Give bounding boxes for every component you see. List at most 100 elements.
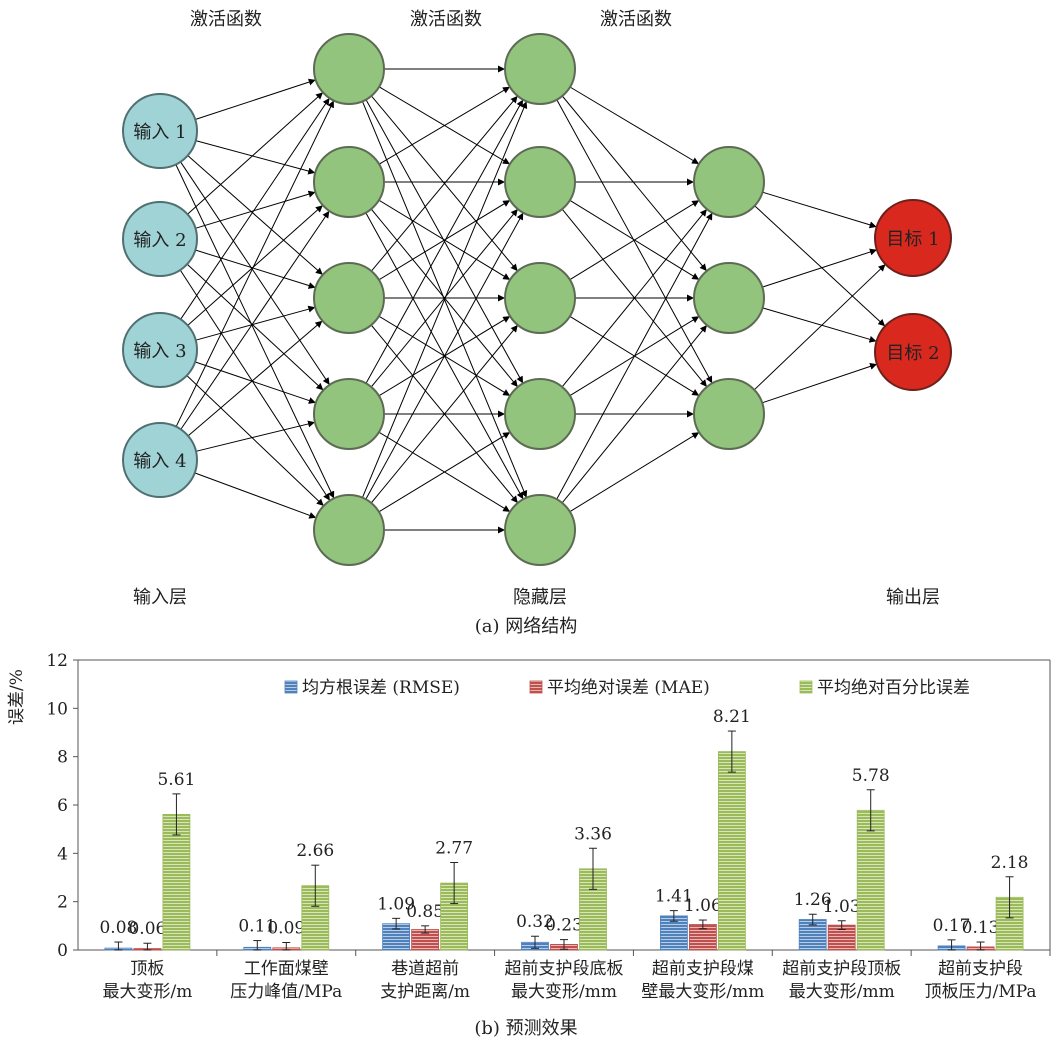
network-connections — [175, 65, 886, 534]
y-tick-label: 4 — [57, 844, 68, 864]
y-tick-label: 0 — [57, 941, 68, 961]
connection-arrow — [187, 204, 324, 326]
output-node-1-label: 目标 1 — [886, 229, 939, 250]
connection-arrow — [180, 97, 330, 320]
network-nodes: 输入 1 输入 2 输入 3 输入 4 — [122, 33, 952, 566]
x-tick-label: 巷道超前 — [391, 959, 459, 979]
connection-arrow — [195, 249, 316, 289]
connection-arrow — [754, 205, 886, 327]
data-label: 1.09 — [377, 894, 415, 914]
hidden-node — [313, 262, 385, 334]
x-tick-label: 支护距离/m — [380, 982, 470, 1002]
output-node-2-label: 目标 2 — [886, 343, 939, 364]
data-label: 1.26 — [794, 890, 832, 910]
y-tick-label: 8 — [57, 748, 68, 768]
connection-arrow — [195, 78, 316, 120]
connection-arrow — [762, 363, 878, 404]
input-node-2-label: 输入 2 — [133, 230, 186, 251]
connection-arrow — [556, 99, 713, 384]
hidden-node — [313, 378, 385, 450]
x-tick-label: 超前支护段顶板 — [782, 959, 901, 979]
hidden-node — [313, 146, 385, 218]
hidden-node — [504, 494, 576, 566]
x-tick-label: 最大变形/m — [102, 982, 192, 1002]
data-label: 3.36 — [574, 824, 612, 844]
connection-arrow — [186, 375, 325, 507]
data-label: 0.85 — [406, 902, 444, 922]
output-node-1: 目标 1 — [874, 199, 952, 277]
bar — [718, 751, 746, 951]
connection-arrow — [195, 190, 316, 229]
connection-arrow — [195, 305, 316, 341]
input-node-1-label: 输入 1 — [133, 122, 186, 143]
data-label: 0.17 — [933, 916, 971, 936]
x-tick-label: 超前支护段 — [938, 959, 1023, 979]
x-tick-label: 顶板 — [130, 959, 164, 979]
data-label: 0.32 — [516, 912, 554, 932]
data-label: 0.13 — [962, 918, 1000, 938]
connection-arrow — [179, 269, 331, 501]
x-tick-label: 顶板压力/MPa — [925, 982, 1037, 1002]
input-node-4: 输入 4 — [122, 422, 198, 498]
hidden-node — [693, 262, 765, 334]
connection-arrow — [561, 324, 708, 504]
hidden-node — [504, 146, 576, 218]
connection-arrow — [561, 208, 708, 388]
hidden-node — [504, 33, 576, 105]
data-label: 0.08 — [99, 918, 137, 938]
legend-swatch — [529, 680, 543, 694]
hidden-node — [504, 378, 576, 450]
legend-label: 均方根误差 (RMSE) — [302, 678, 460, 698]
data-label: 8.21 — [713, 707, 751, 727]
input-node-2: 输入 2 — [122, 201, 198, 277]
connection-arrow — [194, 361, 316, 404]
data-label: 1.06 — [684, 896, 722, 916]
connection-arrow — [378, 86, 511, 165]
connection-arrow — [187, 92, 324, 215]
chart-bars: 0.080.06 5.61 0.110.09 2.66 1.090.85 2.77 0.32… — [99, 707, 1029, 951]
connection-arrow — [370, 208, 519, 388]
x-tick-label: 压力峰值/MPa — [230, 982, 342, 1002]
connection-arrow — [175, 100, 335, 427]
hidden-node — [313, 494, 385, 566]
input-node-3-label: 输入 3 — [133, 341, 186, 362]
data-label: 2.66 — [296, 841, 334, 861]
connection-arrow — [175, 164, 335, 499]
input-node-1: 输入 1 — [122, 93, 198, 169]
connection-arrow — [180, 161, 331, 386]
y-tick-label: 12 — [46, 651, 68, 671]
connection-arrow — [195, 140, 316, 175]
connection-arrow — [378, 431, 511, 513]
activation-label-2: 激活函数 — [410, 9, 482, 30]
data-label: 2.18 — [991, 853, 1029, 873]
connection-arrow — [187, 320, 323, 437]
bar — [856, 809, 885, 951]
data-label: 2.77 — [435, 839, 473, 859]
hidden-node — [504, 262, 576, 334]
connection-arrow — [195, 420, 316, 452]
connection-arrow — [762, 191, 877, 229]
y-tick-label: 2 — [57, 893, 68, 913]
data-label: 1.03 — [823, 897, 861, 917]
connection-arrow — [365, 99, 524, 384]
connection-arrow — [569, 431, 700, 513]
caption-a: (a) 网络结构 — [475, 616, 578, 637]
x-tick-label: 超前支护段煤 — [652, 959, 754, 979]
legend-swatch — [799, 680, 813, 694]
activation-label-1: 激活函数 — [190, 9, 262, 30]
connection-arrow — [556, 212, 713, 500]
x-tick-label: 超前支护段底板 — [505, 959, 624, 979]
connection-arrow — [365, 212, 524, 500]
output-layer-label: 输出层 — [886, 587, 940, 608]
hidden-layer-label: 隐藏层 — [513, 587, 567, 608]
connection-arrow — [762, 248, 878, 288]
data-label: 0.23 — [545, 916, 583, 936]
x-tick-label: 最大变形/mm — [511, 982, 617, 1002]
output-node-2: 目标 2 — [874, 313, 952, 391]
input-node-3: 输入 3 — [122, 312, 198, 388]
input-layer-label: 输入层 — [133, 587, 187, 608]
caption-b: (b) 预测效果 — [474, 1018, 577, 1039]
data-label: 0.11 — [238, 917, 276, 937]
